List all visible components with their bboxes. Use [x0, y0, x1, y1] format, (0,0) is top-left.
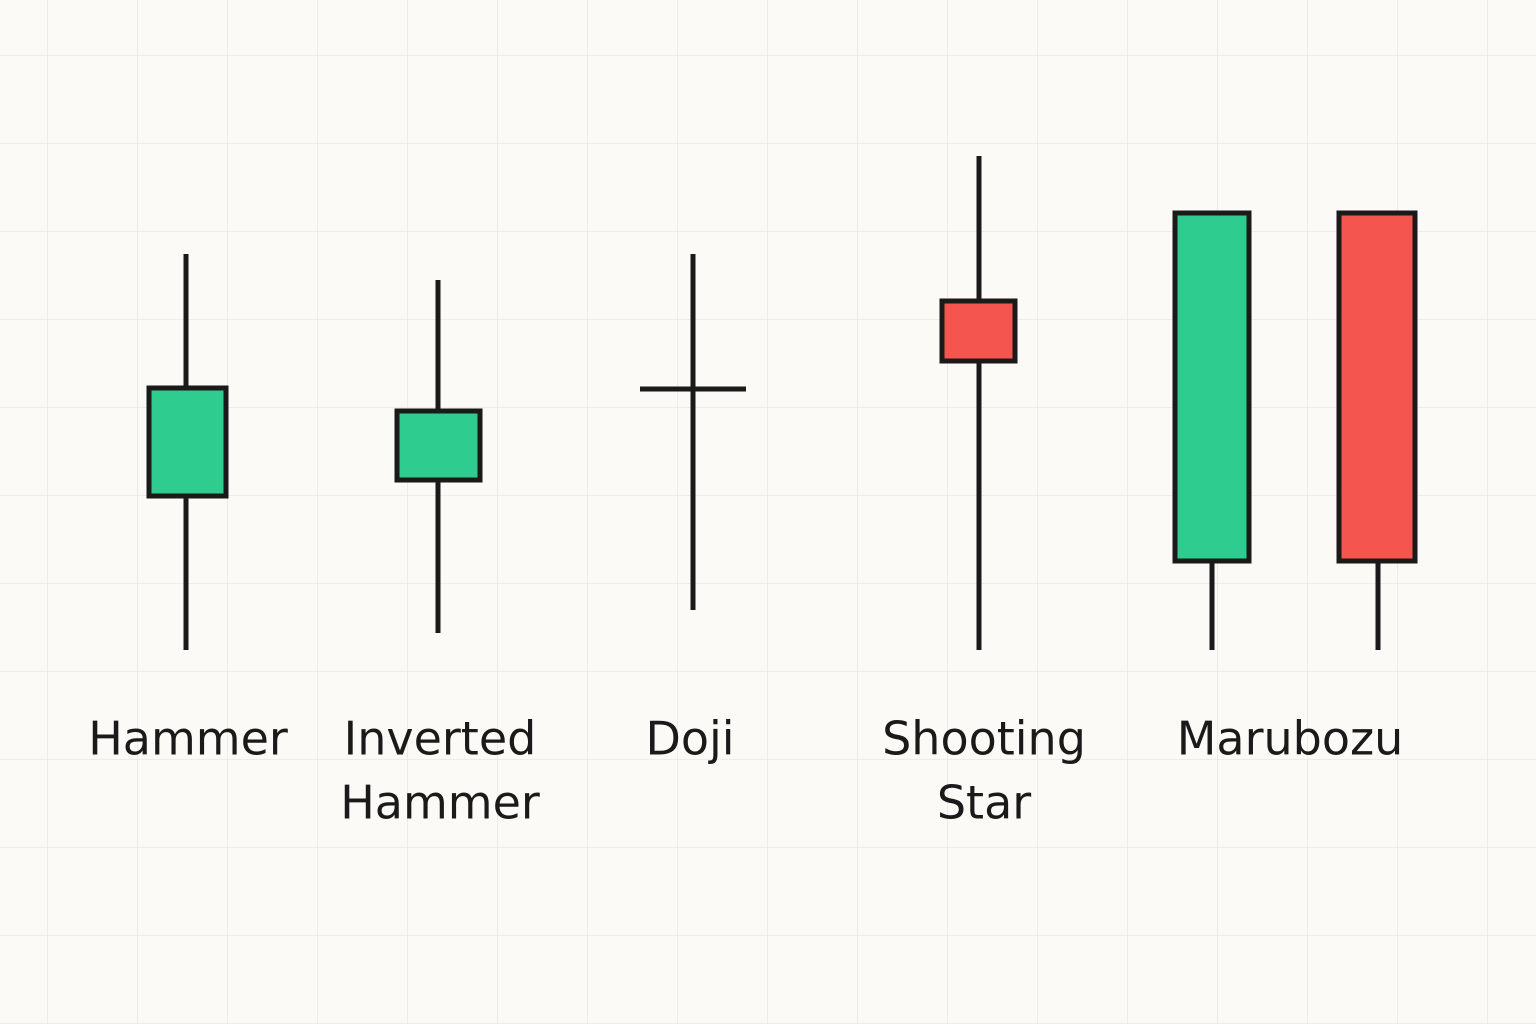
shooting-star-candle [939, 156, 1018, 650]
label: Shooting [882, 712, 1086, 766]
label: Marubozu [1177, 712, 1404, 766]
candle-body [939, 298, 1018, 364]
label: Inverted [344, 712, 537, 766]
doji-candle [640, 254, 746, 610]
candle-body [146, 385, 229, 499]
candle-body [394, 408, 483, 483]
inverted-hammer-candle [394, 280, 483, 633]
label: Doji [645, 712, 734, 766]
label: Hammer [88, 712, 288, 766]
candle-body [1172, 210, 1252, 564]
hammer-candle [146, 254, 229, 650]
candle-body [1336, 210, 1418, 564]
label: Star [937, 776, 1031, 830]
marubozu-candles [1172, 210, 1418, 650]
label: Hammer [340, 776, 540, 830]
